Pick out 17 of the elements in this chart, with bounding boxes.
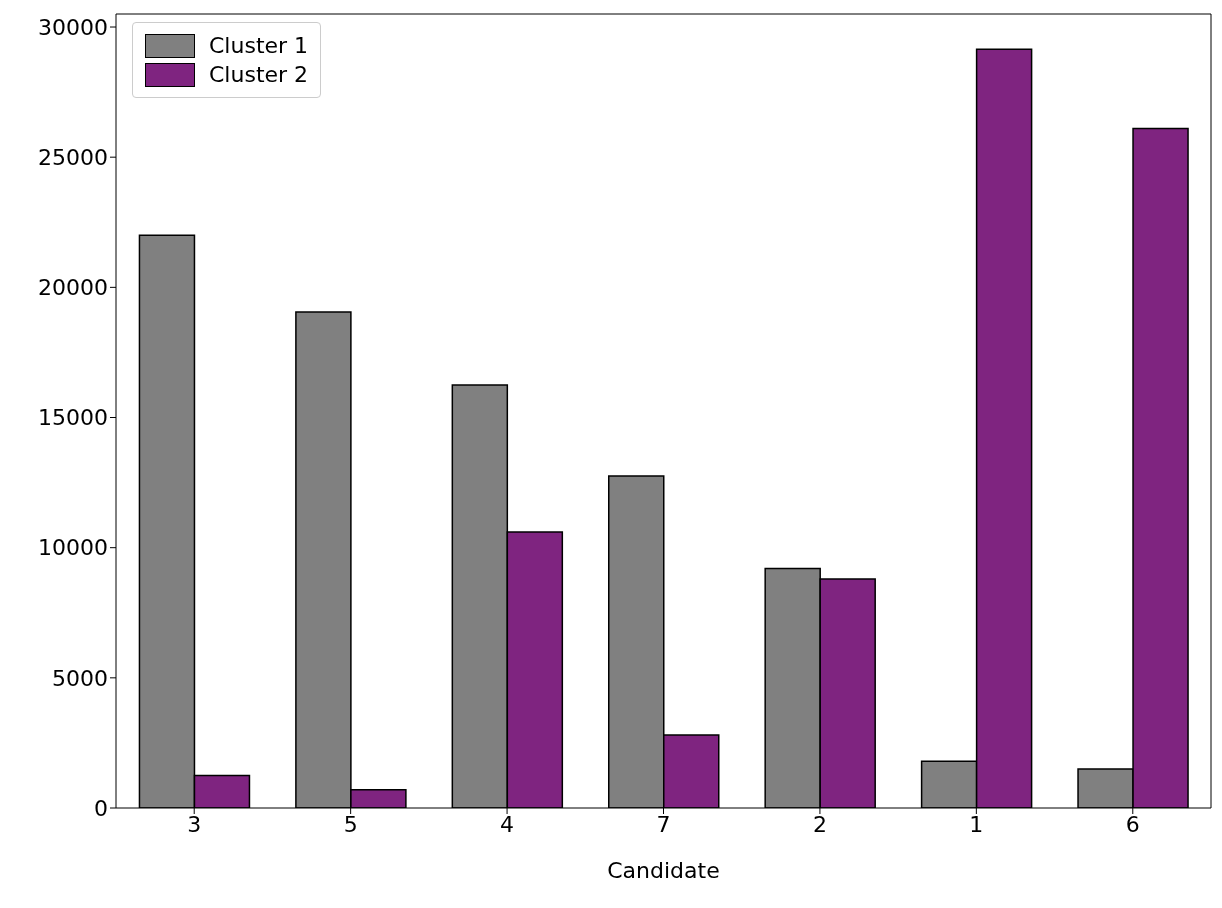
y-tick-label: 15000: [38, 405, 108, 431]
x-tick-label: 2: [812, 811, 827, 837]
x-tick-label: 4: [500, 811, 515, 837]
x-tick-label: 7: [656, 811, 671, 837]
legend-label: Cluster 2: [209, 62, 309, 87]
y-tick-label: 5000: [52, 665, 108, 691]
x-tick-label: 5: [343, 811, 358, 837]
x-tick-label: 6: [1125, 811, 1140, 837]
y-tick-label: 20000: [38, 275, 108, 301]
y-tick-label: 25000: [38, 144, 108, 170]
x-axis-title: Candidate: [607, 858, 720, 883]
legend-label: Cluster 1: [209, 33, 309, 58]
x-tick-label: 1: [969, 811, 984, 837]
y-tick-label: 10000: [38, 535, 108, 561]
y-tick-label: 0: [94, 795, 108, 821]
x-tick-label: 3: [187, 811, 202, 837]
y-tick-label: 30000: [38, 14, 108, 40]
